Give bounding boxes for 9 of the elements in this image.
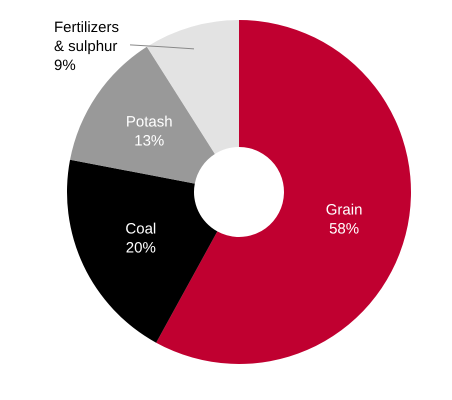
slice-label: Fertilizers & sulphur	[54, 18, 120, 55]
slice-label: Potash	[126, 114, 173, 131]
donut-slice	[67, 160, 218, 343]
slice-label: Grain	[326, 201, 362, 218]
data-label: 58%	[329, 220, 360, 238]
data-label: 9%	[54, 56, 76, 74]
data-label: 13%	[134, 132, 164, 150]
data-label: 20%	[126, 240, 156, 257]
slice-label: Coal	[125, 220, 156, 238]
